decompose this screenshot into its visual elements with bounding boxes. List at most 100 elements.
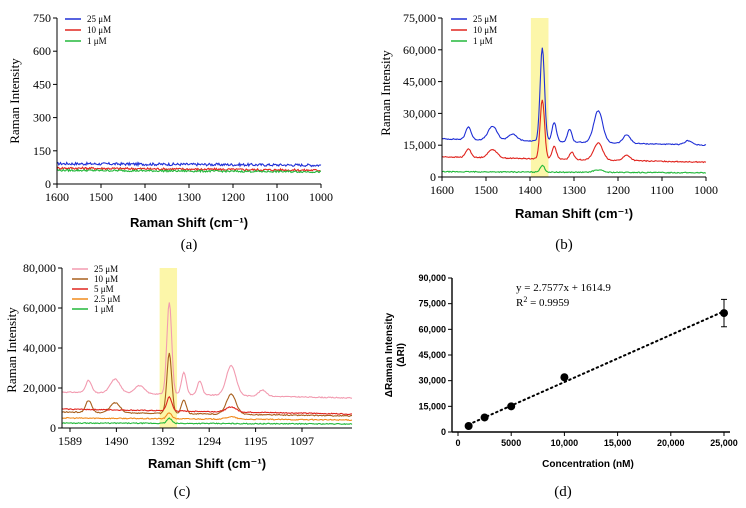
legend-label: 25 μM <box>87 14 111 24</box>
panel-d-fit-line <box>467 310 725 426</box>
x-tick-label: 10,000 <box>551 438 579 448</box>
data-point <box>480 413 489 422</box>
x-tick-label: 1589 <box>58 434 82 448</box>
panel-b-x-axis-label: Raman Shift (cm⁻¹) <box>515 206 633 221</box>
legend-label: 1 μM <box>94 304 114 314</box>
panel-b-x-ticks: 1600 1500 1400 1300 1200 1100 1000 <box>430 177 718 197</box>
y-tick-label: 15,000 <box>403 138 436 152</box>
x-tick-label: 1392 <box>151 434 175 448</box>
x-tick-label: 1097 <box>290 434 314 448</box>
legend-label: 5 μM <box>94 284 114 294</box>
panel-b: 1600 1500 1400 1300 1200 1100 1000 0 15,000 30,0… <box>378 11 718 253</box>
y-tick-label: 75,000 <box>403 11 436 25</box>
y-tick-label: 30,000 <box>403 106 436 120</box>
y-tick-label: 40,000 <box>23 341 56 355</box>
y-tick-label: 0 <box>50 421 56 435</box>
y-tick-label: 30,000 <box>418 376 446 386</box>
panel-a-x-axis-label: Raman Shift (cm⁻¹) <box>130 215 248 230</box>
series-line <box>56 161 322 168</box>
panel-a-caption: (a) <box>181 237 198 253</box>
legend-label: 1 μM <box>87 36 107 46</box>
panel-c-y-axis-label: Raman Intensity <box>4 307 19 393</box>
panel-d-points <box>464 298 728 431</box>
x-tick-label: 15,000 <box>604 438 632 448</box>
x-tick-label: 1200 <box>221 190 245 204</box>
y-tick-label: 750 <box>33 11 51 25</box>
x-tick-label: 1294 <box>197 434 221 448</box>
x-tick-label: 1500 <box>89 190 113 204</box>
panel-c-caption: (c) <box>174 484 191 500</box>
panel-d-y-axis-label-line2: (ΔRI) <box>396 343 407 367</box>
x-tick-label: 1000 <box>694 183 718 197</box>
x-tick-label: 1200 <box>606 183 630 197</box>
series-line <box>61 352 353 417</box>
data-point <box>720 309 728 318</box>
panel-d-r-superscript: 2 <box>523 295 527 304</box>
x-tick-label: 1400 <box>518 183 542 197</box>
legend-label: 10 μM <box>87 25 111 35</box>
panel-c-x-ticks: 1589 1490 1392 1294 1195 1097 <box>58 428 314 448</box>
y-tick-label: 60,000 <box>23 301 56 315</box>
x-tick-label: 25,000 <box>710 438 738 448</box>
panel-d-y-axis-label-line1: ΔRaman Intensity <box>384 312 395 397</box>
panel-d-r-value: = 0.9959 <box>527 297 569 309</box>
panel-d-r-label: R <box>516 297 524 309</box>
x-tick-label: 1100 <box>265 190 289 204</box>
legend-label: 2.5 μM <box>94 294 120 304</box>
panel-b-lines <box>441 47 707 174</box>
series-line <box>61 417 353 426</box>
y-tick-label: 80,000 <box>23 261 56 275</box>
fit-line <box>467 310 725 426</box>
series-line <box>441 99 707 164</box>
x-tick-label: 1300 <box>177 190 201 204</box>
panel-d-caption: (d) <box>554 484 572 500</box>
legend-label: 25 μM <box>473 14 497 24</box>
y-tick-label: 0 <box>430 170 436 184</box>
y-tick-label: 0 <box>441 427 446 437</box>
x-tick-label: 1490 <box>104 434 128 448</box>
y-tick-label: 60,000 <box>418 324 446 334</box>
panel-a-y-axis-label: Raman Intensity <box>7 58 22 144</box>
panel-d-equation: y = 2.7577x + 1614.9 <box>516 282 611 294</box>
data-point <box>464 422 473 431</box>
panel-c-x-axis-label: Raman Shift (cm⁻¹) <box>148 456 266 471</box>
y-tick-label: 450 <box>33 77 51 91</box>
panel-c-lines <box>61 302 353 426</box>
y-tick-label: 20,000 <box>23 381 56 395</box>
panel-c: 1589 1490 1392 1294 1195 1097 0 20,000 40,000 60… <box>4 261 353 500</box>
y-tick-label: 0 <box>45 177 51 191</box>
panel-a-lines <box>56 161 322 174</box>
y-tick-label: 60,000 <box>403 43 436 57</box>
x-tick-label: 1400 <box>133 190 157 204</box>
series-line <box>442 164 706 174</box>
y-tick-label: 150 <box>33 144 51 158</box>
series-line <box>56 168 321 174</box>
x-tick-label: 1195 <box>244 434 268 448</box>
x-tick-label: 1300 <box>562 183 586 197</box>
x-tick-label: 1600 <box>430 183 454 197</box>
series-line <box>61 302 353 400</box>
y-tick-label: 600 <box>33 44 51 58</box>
y-tick-label: 90,000 <box>418 273 446 283</box>
y-tick-label: 45,000 <box>418 350 446 360</box>
y-tick-label: 45,000 <box>403 75 436 89</box>
panel-d-r-squared: R2 = 0.9959 <box>516 295 570 309</box>
panel-a: 1600 1500 1400 1300 1200 1100 1000 0 150 300 450 6… <box>7 11 333 253</box>
legend-label: 10 μM <box>473 25 497 35</box>
x-tick-label: 1500 <box>474 183 498 197</box>
data-point <box>507 402 516 411</box>
x-tick-label: 20,000 <box>657 438 685 448</box>
x-tick-label: 0 <box>455 438 460 448</box>
series-line <box>56 166 322 173</box>
panel-d-x-ticks: 0 5000 10,000 15,000 20,000 25,000 <box>455 432 738 448</box>
data-point <box>560 373 569 382</box>
panel-d: 0 5000 10,000 15,000 20,000 25,000 0 15,000 30,… <box>384 273 738 500</box>
y-tick-label: 300 <box>33 111 51 125</box>
legend-label: 25 μM <box>94 264 118 274</box>
legend-label: 1 μM <box>473 36 493 46</box>
panel-a-x-ticks: 1600 1500 1400 1300 1200 1100 1000 <box>45 184 333 204</box>
y-tick-label: 15,000 <box>418 401 446 411</box>
